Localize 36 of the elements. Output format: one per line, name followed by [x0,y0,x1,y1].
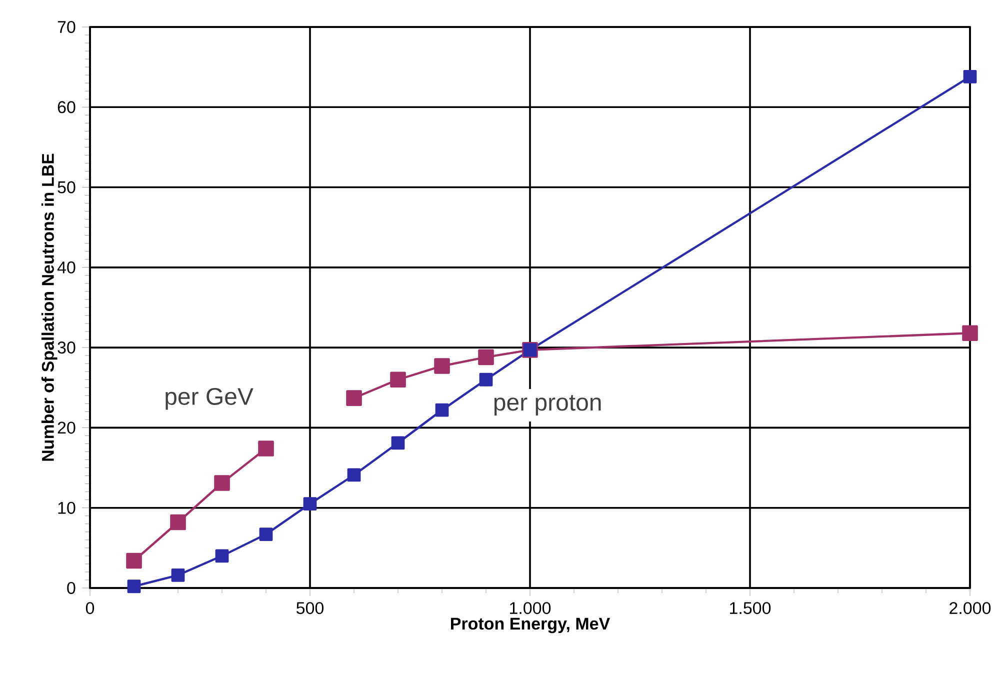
point [170,514,186,530]
point [479,372,493,386]
point [214,475,230,491]
x-tick-label: 500 [296,602,324,614]
y-tick-label: 0 [67,582,76,594]
series-label: per GeV [166,388,254,410]
y-axis-title: Number of Spallation Neutrons in LBE [41,154,58,461]
x-tick-label: 1.000 [510,602,551,614]
y-tick-label: 40 [57,261,76,274]
y-tick-label: 20 [58,422,76,434]
y-tick-label: 70 [58,20,76,33]
point [478,349,494,366]
point [963,70,977,84]
y-tick-label: 30 [58,342,76,354]
point [303,497,317,511]
point [390,372,406,388]
x-tick-label: 0 [86,602,94,614]
y-tick-label: 10 [58,502,76,514]
x-tick-label: 1.500 [730,602,771,614]
y-tick-label: 60 [58,101,76,114]
point [962,325,978,342]
point [259,528,273,541]
point [126,552,142,569]
point [435,403,449,417]
point [346,390,362,406]
point [347,468,361,482]
x-tick-label: 2.000 [950,602,991,614]
point [127,580,141,594]
point [391,436,405,450]
point [215,549,229,563]
x-axis-title: Proton Energy, MeV [451,618,610,634]
point [258,440,274,456]
point [434,358,450,374]
point [171,568,185,582]
y-tick-label: 50 [58,181,76,194]
series-label: per proton [494,395,601,416]
